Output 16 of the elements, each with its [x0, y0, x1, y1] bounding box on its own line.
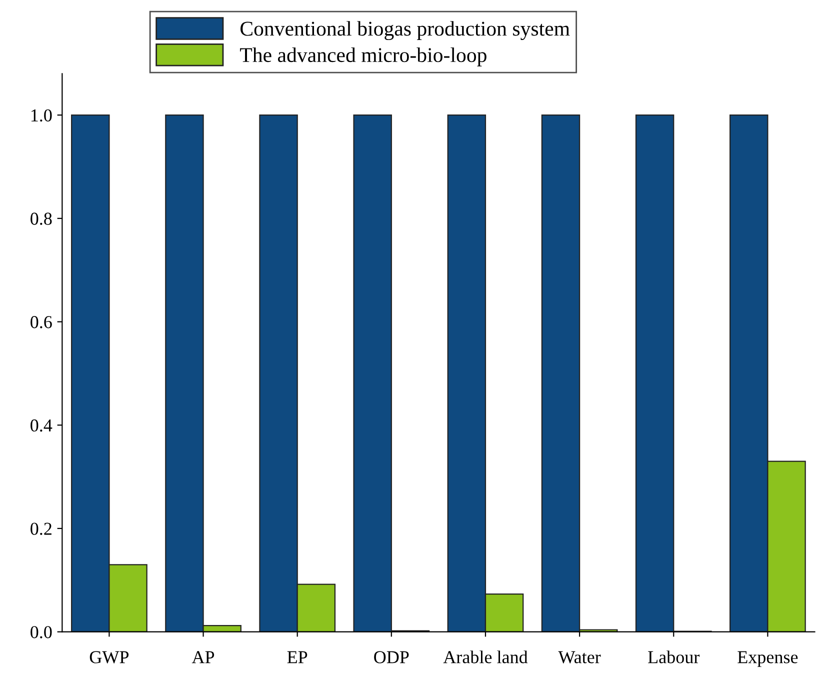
x-tick-label: EP	[287, 651, 308, 664]
legend-label: Conventional biogas production system	[240, 21, 570, 40]
y-tick-label: 1.0	[31, 109, 52, 122]
x-tick-label: Expense	[738, 651, 798, 667]
x-tick-label: ODP	[374, 651, 409, 664]
y-tick-label: 0.4	[30, 419, 52, 432]
x-tick-label: GWP	[90, 651, 129, 664]
y-tick-label: 0.6	[30, 316, 52, 328]
y-tick-label: 0.2	[30, 522, 52, 535]
y-tick-label: 0.8	[30, 212, 52, 225]
y-tick-label: 0.0	[30, 626, 52, 638]
x-tick-label: Arable land	[443, 650, 528, 664]
legend-label: The advanced micro-bio-loop	[240, 47, 486, 66]
x-tick-label: Labour	[648, 650, 700, 664]
x-tick-label: AP	[192, 651, 214, 664]
x-tick-label: Water	[558, 651, 601, 664]
